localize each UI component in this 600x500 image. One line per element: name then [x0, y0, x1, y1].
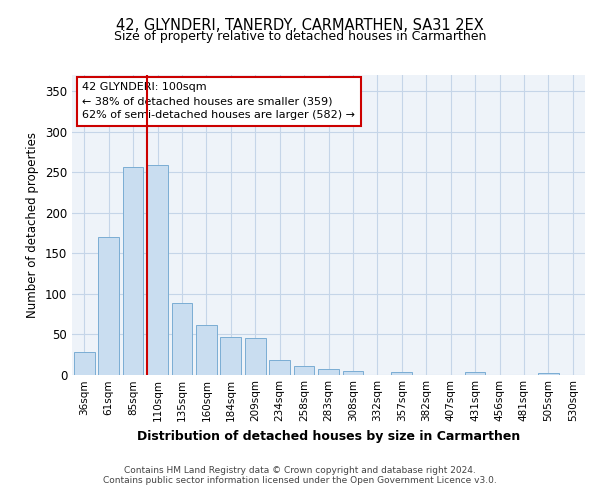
Bar — [318, 370, 339, 375]
Bar — [293, 366, 314, 375]
Text: Size of property relative to detached houses in Carmarthen: Size of property relative to detached ho… — [114, 30, 486, 43]
Bar — [98, 237, 119, 375]
Bar — [245, 338, 266, 375]
Bar — [122, 166, 143, 375]
Bar — [269, 360, 290, 375]
Bar — [538, 374, 559, 375]
Bar — [391, 372, 412, 375]
Y-axis label: Number of detached properties: Number of detached properties — [26, 132, 40, 318]
Bar — [343, 371, 364, 375]
X-axis label: Distribution of detached houses by size in Carmarthen: Distribution of detached houses by size … — [137, 430, 520, 442]
Bar — [464, 372, 485, 375]
Text: 42 GLYNDERI: 100sqm
← 38% of detached houses are smaller (359)
62% of semi-detac: 42 GLYNDERI: 100sqm ← 38% of detached ho… — [82, 82, 355, 120]
Bar — [74, 352, 95, 375]
Bar — [147, 165, 168, 375]
Bar — [196, 324, 217, 375]
Text: 42, GLYNDERI, TANERDY, CARMARTHEN, SA31 2EX: 42, GLYNDERI, TANERDY, CARMARTHEN, SA31 … — [116, 18, 484, 32]
Bar — [220, 337, 241, 375]
Bar — [172, 303, 193, 375]
Text: Contains HM Land Registry data © Crown copyright and database right 2024.
Contai: Contains HM Land Registry data © Crown c… — [103, 466, 497, 485]
